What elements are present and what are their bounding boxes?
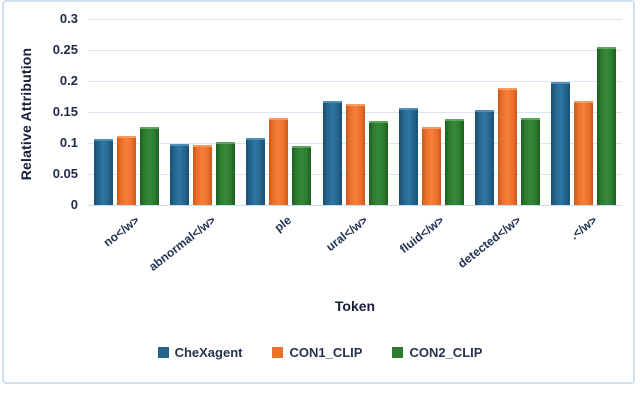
y-tick-label: 0 xyxy=(70,197,78,212)
bar-CON1_CLIP-no</w> xyxy=(116,136,136,205)
bar-CON2_CLIP-detected</w> xyxy=(521,118,541,205)
y-axis-title: Relative Attribution xyxy=(18,47,34,181)
y-tick-label: 0.25 xyxy=(52,42,78,57)
x-tick-label: ple xyxy=(272,213,295,235)
bar-CheXagent-fluid</w> xyxy=(398,108,418,205)
x-tick-label: .</w> xyxy=(567,213,600,243)
legend-swatch-icon xyxy=(272,347,284,358)
gridline-0.2 xyxy=(88,81,622,82)
y-tick-label: 0.2 xyxy=(59,73,78,88)
y-tick-label: 0.15 xyxy=(52,104,78,119)
y-tick-label: 0.05 xyxy=(52,166,78,181)
legend-label: CON2_CLIP xyxy=(409,345,483,360)
legend-label: CON1_CLIP xyxy=(289,345,363,360)
bar-CON2_CLIP-abnormal</w> xyxy=(215,142,235,205)
bar-CON2_CLIP-ple xyxy=(292,146,312,205)
x-tick-label: fluid</w> xyxy=(397,213,447,257)
legend-label: CheXagent xyxy=(174,345,243,360)
legend-item-CheXagent: CheXagent xyxy=(157,345,243,360)
x-tick-label: ural</w> xyxy=(323,213,371,255)
y-tick-label: 0.3 xyxy=(59,11,78,26)
gridline-0.25 xyxy=(88,50,622,51)
bar-CheXagent-abnormal</w> xyxy=(169,144,189,205)
legend: CheXagent CON1_CLIP CON2_CLIP xyxy=(0,345,640,360)
bar-CON1_CLIP-abnormal</w> xyxy=(192,145,212,205)
bar-CON1_CLIP-detected</w> xyxy=(498,88,518,205)
bar-CON2_CLIP-.</w> xyxy=(597,47,617,205)
legend-item-CON1_CLIP: CON1_CLIP xyxy=(272,345,362,360)
x-tick-label: no</w> xyxy=(100,213,142,250)
gridline-0.3 xyxy=(88,19,622,20)
x-axis-title: Token xyxy=(334,298,376,314)
gridline-0 xyxy=(88,205,622,206)
legend-swatch-icon xyxy=(157,347,169,358)
bar-CheXagent-ple xyxy=(246,138,266,205)
x-tick-label: abnormal</w> xyxy=(145,213,219,274)
bar-CON1_CLIP-fluid</w> xyxy=(421,127,441,205)
bar-CON2_CLIP-no</w> xyxy=(139,127,159,205)
bar-CON1_CLIP-.</w> xyxy=(574,101,594,205)
y-tick-label: 0.1 xyxy=(59,135,78,150)
bar-CON1_CLIP-ural</w> xyxy=(345,104,365,205)
bar-CON1_CLIP-ple xyxy=(269,118,289,205)
legend-item-CON2_CLIP: CON2_CLIP xyxy=(392,345,482,360)
bar-CheXagent-detected</w> xyxy=(475,110,495,205)
bar-CheXagent-ural</w> xyxy=(322,101,342,205)
bar-CON2_CLIP-fluid</w> xyxy=(444,119,464,205)
bar-CheXagent-no</w> xyxy=(93,139,113,205)
legend-swatch-icon xyxy=(392,347,404,358)
bar-CON2_CLIP-ural</w> xyxy=(368,121,388,205)
x-tick-label: detected</w> xyxy=(454,213,524,271)
bar-CheXagent-.</w> xyxy=(551,82,571,205)
